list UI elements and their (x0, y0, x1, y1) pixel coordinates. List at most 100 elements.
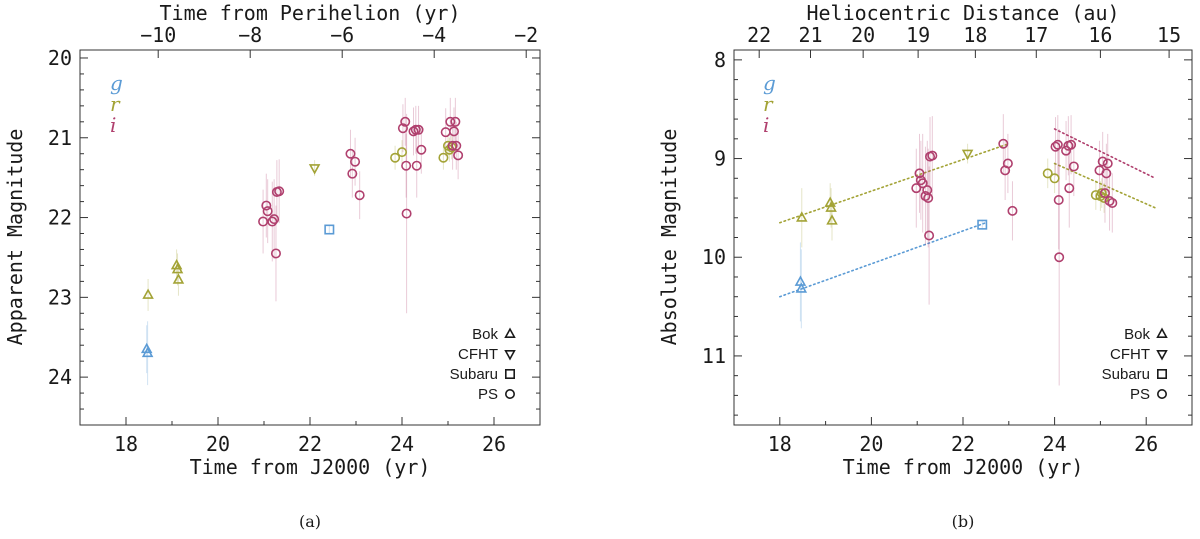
y-tick-label-b: 11 (702, 344, 726, 368)
data-point-r-triangle-up (142, 288, 154, 299)
data-point-i-circle (1054, 252, 1065, 263)
x-tick-label-a: 20 (206, 432, 230, 456)
legend-a: Bok CFHT Subaru PS (450, 326, 516, 403)
y-tick-label-a: 20 (48, 46, 72, 70)
data-point-i-circle (354, 190, 365, 201)
data-point-i-circle (1099, 188, 1110, 199)
data-point-i-circle (1052, 139, 1063, 150)
data-point-r-triangle-up (796, 211, 808, 222)
caption-b: (b) (952, 512, 975, 531)
data-point-r-triangle-down (308, 164, 321, 175)
band-label-g-a: g (110, 71, 123, 95)
data-point-r-circle (390, 152, 401, 163)
series-a (140, 97, 464, 386)
legend-label-bok-b: Bok (1124, 326, 1150, 343)
legend-label-bok-a: Bok (472, 326, 498, 343)
data-point-i-circle (1068, 161, 1079, 172)
legend-label-subaru-a: Subaru (450, 366, 498, 383)
data-point-i-circle (1066, 139, 1077, 150)
data-point-r-circle (1049, 173, 1060, 184)
data-point-i-circle (917, 178, 928, 189)
data-point-i-circle (258, 216, 269, 227)
data-point-g-square (324, 224, 335, 235)
data-point-r-circle (438, 152, 449, 163)
panel-b: 18 20 22 24 26 8 9 10 11 22 21 20 19 18 17 16 15 Time fr… (657, 1, 1193, 531)
data-point-i-circle (413, 124, 424, 135)
top-tick-label-a: −8 (238, 23, 262, 47)
data-point-i-circle (1050, 141, 1061, 152)
data-point-i-circle (1053, 195, 1064, 206)
trend-line-g (778, 221, 987, 298)
data-point-i-circle (927, 150, 938, 161)
top-tick-label-b: 18 (963, 23, 987, 47)
data-point-i-circle (274, 186, 285, 197)
legend-label-subaru-b: Subaru (1102, 366, 1150, 383)
top-axis-label-b: Heliocentric Distance (au) (806, 1, 1119, 25)
trend-line-r (1053, 162, 1157, 209)
top-tick-label-a: −10 (140, 23, 176, 47)
data-point-i-circle (1007, 205, 1018, 216)
top-tick-label-a: −6 (330, 23, 354, 47)
data-point-i-circle (269, 214, 280, 225)
top-tick-label-b: 17 (1024, 23, 1048, 47)
data-point-i-circle (445, 116, 456, 127)
data-point-i-circle (1064, 183, 1075, 194)
data-point-i-circle (411, 160, 422, 171)
top-tick-label-b: 21 (798, 23, 822, 47)
data-point-r-triangle-up (826, 214, 838, 225)
x-tick-label-a: 26 (482, 432, 506, 456)
y-tick-label-b: 10 (702, 245, 726, 269)
x-tick-label-b: 18 (768, 432, 792, 456)
top-tick-label-a: −4 (422, 23, 446, 47)
data-point-i-circle (911, 183, 922, 194)
y-tick-label-a: 21 (48, 126, 72, 150)
y-tick-label-b: 9 (714, 147, 726, 171)
data-point-i-circle (262, 206, 273, 217)
series-b (794, 114, 1118, 386)
y-tick-label-a: 23 (48, 285, 72, 309)
x-axis-label-b: Time from J2000 (yr) (843, 455, 1084, 479)
x-tick-label-b: 26 (1134, 432, 1158, 456)
legend-marker-square (1157, 368, 1168, 379)
data-point-i-circle (920, 191, 931, 202)
data-point-i-circle (1002, 158, 1013, 169)
data-point-i-circle (347, 168, 358, 179)
data-point-g-triangle-up (795, 282, 808, 293)
ticks-a: 18 20 22 24 26 20 21 22 23 24 −10 −8 −6 −4 −2 (48, 23, 541, 456)
trend-line-r (778, 142, 1010, 224)
top-tick-label-b: 20 (851, 23, 875, 47)
data-point-r-triangle-down (961, 149, 974, 161)
trend-line-i (1053, 128, 1157, 180)
data-point-i-circle (401, 160, 412, 171)
y-tick-label-a: 22 (48, 206, 72, 230)
data-point-r-triangle-up (170, 258, 183, 270)
data-point-i-circle (914, 168, 925, 179)
legend-marker-circle (1157, 388, 1168, 399)
data-point-i-circle (447, 140, 458, 151)
data-point-i-circle (1101, 168, 1112, 179)
data-point-i-circle (453, 150, 464, 161)
legend-label-ps-a: PS (478, 386, 498, 403)
legend-markers-b (1156, 327, 1168, 399)
band-label-r-b: r (763, 92, 774, 116)
top-tick-label-a: −2 (514, 23, 538, 47)
band-label-g-b: g (763, 71, 776, 95)
data-point-g-triangle-up (140, 342, 153, 354)
legend-marker-triangle-down (1156, 350, 1168, 361)
legend-marker-triangle-down (504, 350, 516, 361)
trend-lines-b (778, 128, 1157, 298)
data-point-i-circle (1107, 197, 1118, 208)
data-point-i-circle (998, 138, 1009, 149)
legend-marker-circle (504, 388, 515, 399)
data-point-i-circle (397, 123, 408, 134)
y-axis-label-b: Absolute Magnitude (657, 129, 681, 346)
data-point-r-triangle-up (171, 262, 184, 274)
data-point-i-circle (350, 156, 361, 167)
caption-a: (a) (299, 512, 321, 531)
y-axis-label-a: Apparent Magnitude (3, 129, 27, 346)
data-point-i-circle (448, 126, 459, 137)
legend-marker-square (504, 368, 515, 379)
data-point-i-circle (1102, 158, 1113, 169)
data-point-r-circle (1090, 190, 1101, 201)
